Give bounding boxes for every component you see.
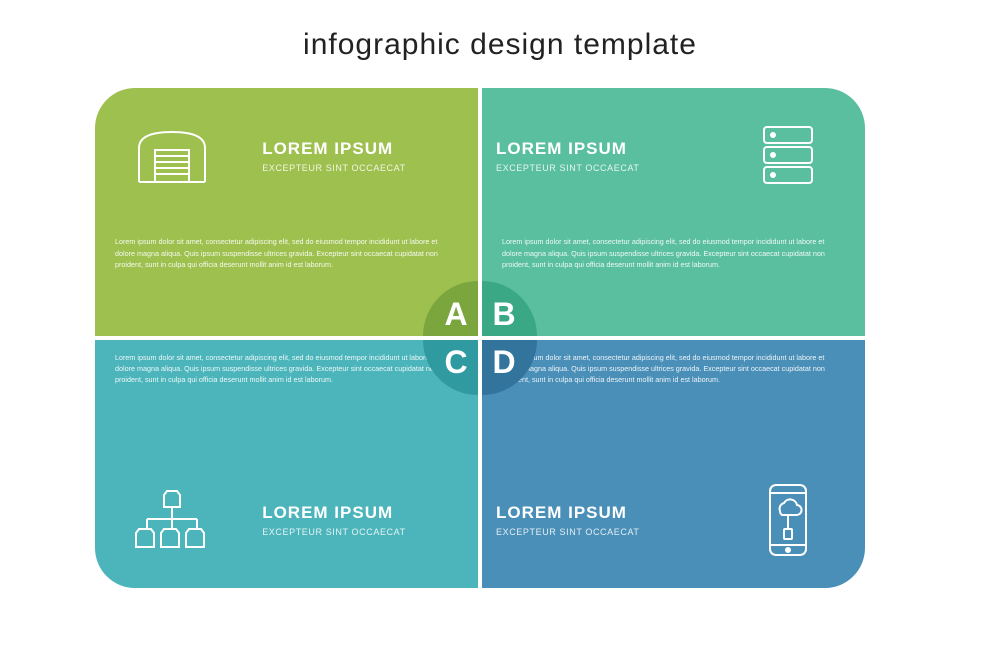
infographic-grid: LOREM IPSUM EXCEPTEUR SINT OCCAECAT Lore… (95, 88, 865, 588)
file-tree-icon (95, 452, 248, 588)
panel-c: Lorem ipsum dolor sit amet, consectetur … (95, 340, 478, 588)
panel-b-letter-badge: B (482, 281, 537, 336)
panel-c-subheading: EXCEPTEUR SINT OCCAECAT (262, 527, 464, 537)
panel-d-paragraph: Lorem ipsum dolor sit amet, consectetur … (482, 340, 865, 452)
page-title: infographic design template (0, 28, 1000, 62)
mobile-cloud-icon (712, 452, 865, 588)
panel-a-subheading: EXCEPTEUR SINT OCCAECAT (262, 163, 464, 173)
panel-a-heading: LOREM IPSUM (262, 139, 464, 159)
panel-d-heading: LOREM IPSUM (496, 503, 698, 523)
panel-b-heading: LOREM IPSUM (496, 139, 698, 159)
panel-b-paragraph: Lorem ipsum dolor sit amet, consectetur … (482, 224, 865, 279)
server-icon (712, 88, 865, 224)
hangar-icon (95, 88, 248, 224)
panel-a: LOREM IPSUM EXCEPTEUR SINT OCCAECAT Lore… (95, 88, 478, 336)
panel-c-heading: LOREM IPSUM (262, 503, 464, 523)
panel-a-paragraph: Lorem ipsum dolor sit amet, consectetur … (95, 224, 478, 279)
panel-d: Lorem ipsum dolor sit amet, consectetur … (482, 340, 865, 588)
panel-a-letter-badge: A (423, 281, 478, 336)
panel-c-paragraph: Lorem ipsum dolor sit amet, consectetur … (95, 340, 478, 452)
panel-b: LOREM IPSUM EXCEPTEUR SINT OCCAECAT Lore… (482, 88, 865, 336)
panel-b-subheading: EXCEPTEUR SINT OCCAECAT (496, 163, 698, 173)
panel-d-subheading: EXCEPTEUR SINT OCCAECAT (496, 527, 698, 537)
